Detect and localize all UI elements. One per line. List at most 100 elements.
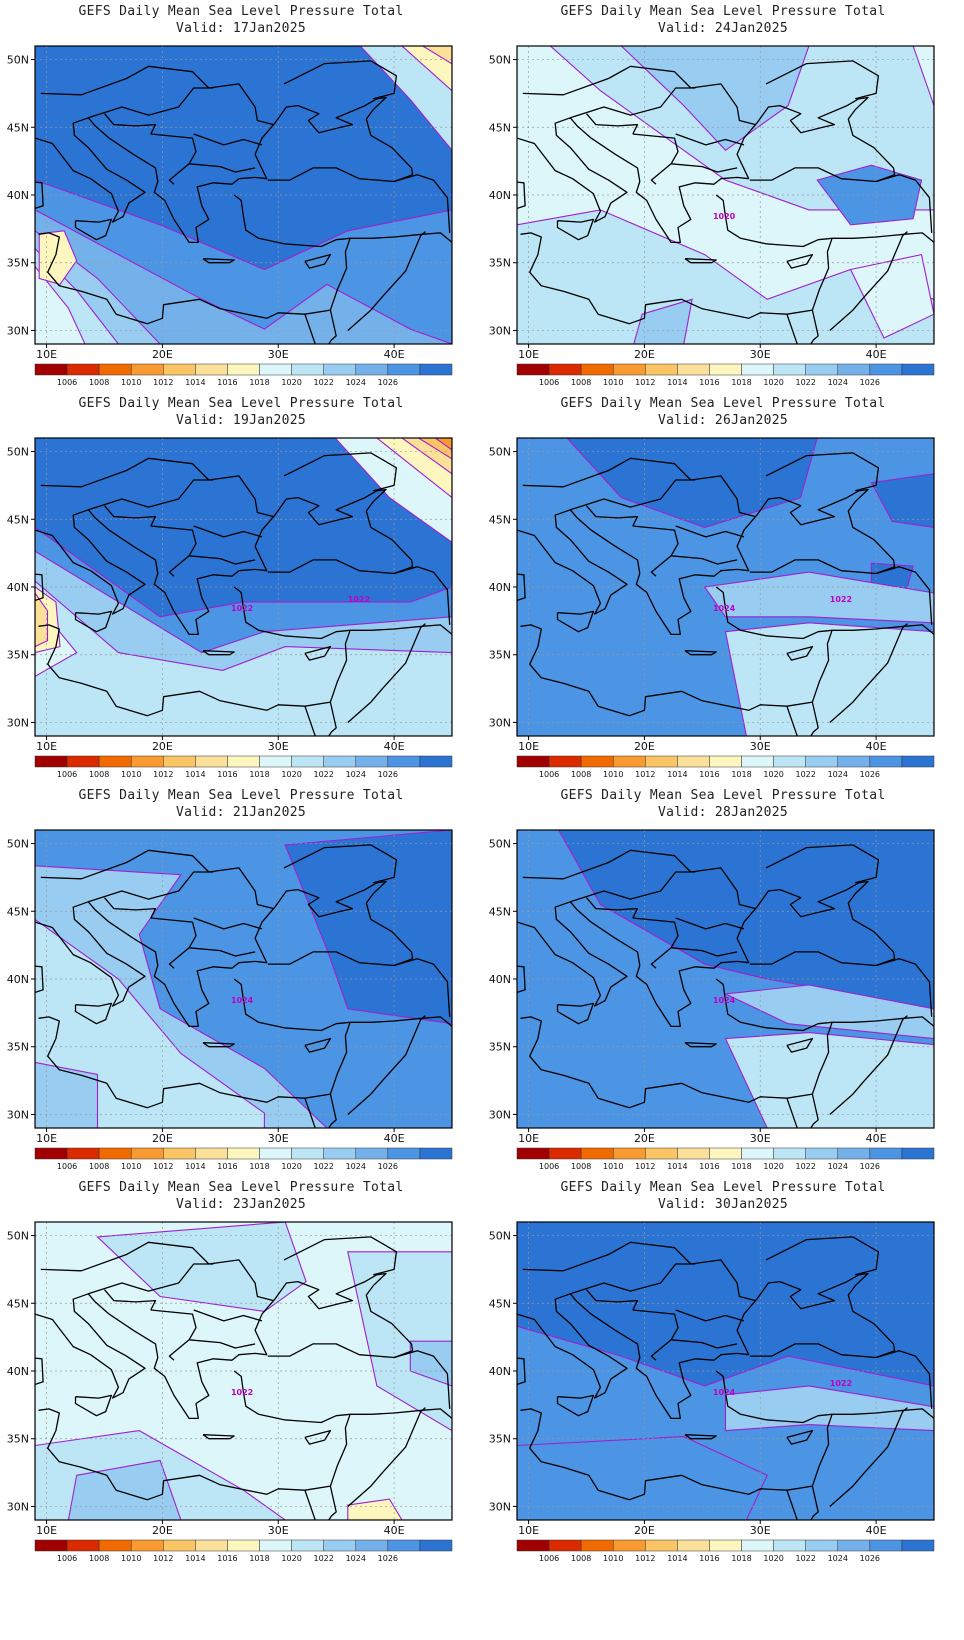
pressure-band (724, 622, 934, 736)
lat-tick-label: 50N (7, 446, 29, 459)
coastline (786, 1485, 819, 1520)
contour-label: 1020 (713, 212, 736, 221)
lon-tick-label: 30E (750, 740, 771, 753)
pressure-band (633, 298, 693, 344)
panel-title: GEFS Daily Mean Sea Level Pressure Total (560, 4, 886, 19)
colorbar-label: 1022 (314, 378, 334, 387)
pressure-band (284, 830, 452, 1025)
lon-tick-label: 40E (866, 740, 887, 753)
colorbar-label: 1022 (796, 1162, 816, 1171)
lon-tick-label: 30E (268, 740, 289, 753)
coastline (350, 1408, 452, 1419)
colorbar-label: 1026 (860, 378, 880, 387)
colorbar-swatch (34, 1147, 68, 1160)
colorbar-label: 1016 (217, 770, 237, 779)
coastline (520, 586, 833, 717)
colorbar-label: 1024 (346, 1554, 366, 1563)
colorbar-label: 1020 (763, 1162, 783, 1171)
pressure-band (849, 253, 934, 339)
coastline (202, 650, 235, 656)
colorbar-label: 1020 (281, 770, 301, 779)
colorbar-swatch (259, 1147, 292, 1160)
lon-tick-label: 30E (268, 1132, 289, 1145)
colorbar-label: 1020 (763, 378, 783, 387)
colorbar-label: 1014 (667, 378, 687, 387)
colorbar-swatch (130, 1539, 164, 1552)
colorbar-label: 1020 (281, 378, 301, 387)
lat-tick-label: 40N (489, 189, 511, 202)
coastline (40, 65, 274, 126)
lon-tick-label: 20E (152, 740, 173, 753)
colorbar-label: 1018 (249, 1162, 269, 1171)
colorbar-swatch (163, 755, 196, 768)
coastline (586, 897, 639, 919)
panel-title: GEFS Daily Mean Sea Level Pressure Total (560, 788, 886, 803)
colorbar-label: 1018 (249, 770, 269, 779)
coastline (304, 309, 337, 344)
map-panel: GEFS Daily Mean Sea Level Pressure Total… (0, 1176, 482, 1586)
coastline (556, 1394, 595, 1417)
colorbar-swatch (709, 1539, 742, 1552)
pressure-band (723, 984, 934, 1040)
colorbar-swatch (66, 1539, 100, 1552)
coastline (74, 610, 113, 633)
coastline (88, 479, 214, 511)
colorbar-swatch (580, 755, 614, 768)
lon-tick-label: 20E (634, 1524, 655, 1537)
coastline (675, 133, 745, 146)
lat-tick-label: 40N (489, 581, 511, 594)
pressure-band (517, 1222, 934, 1387)
coastline (632, 525, 679, 577)
coastline (765, 452, 880, 492)
coastline (765, 844, 880, 884)
lat-tick-label: 30N (7, 324, 29, 337)
coastline (393, 958, 451, 1017)
coastline (347, 231, 426, 331)
colorbar-swatch (419, 1539, 453, 1552)
panel-valid-date: Valid: 28Jan2025 (657, 805, 789, 820)
coastline (304, 1093, 337, 1128)
coastline (74, 1002, 113, 1025)
lon-tick-label: 20E (634, 1132, 655, 1145)
coastline (517, 1272, 896, 1420)
colorbar-swatch (741, 1539, 774, 1552)
colorbar-swatch (291, 755, 324, 768)
map-panel: GEFS Daily Mean Sea Level Pressure Total… (0, 392, 482, 802)
contour-label: 1024 (231, 996, 254, 1005)
lon-tick-label: 20E (634, 348, 655, 361)
colorbar-label: 1018 (731, 1162, 751, 1171)
lon-tick-label: 30E (750, 1132, 771, 1145)
coastline (283, 452, 398, 492)
colorbar-swatch (291, 1147, 324, 1160)
panel-title: GEFS Daily Mean Sea Level Pressure Total (78, 396, 404, 411)
coastline (671, 555, 738, 565)
contour-label: 1024 (713, 996, 736, 1005)
coastline (74, 1394, 113, 1417)
colorbar-swatch (195, 363, 228, 376)
coastline (104, 113, 157, 135)
colorbar-label: 1016 (217, 1554, 237, 1563)
pressure-band (620, 46, 810, 152)
lat-tick-label: 35N (489, 649, 511, 662)
contour-label: 1022 (830, 1379, 852, 1388)
colorbar-label: 1012 (153, 1554, 173, 1563)
colorbar-label: 1026 (378, 1554, 398, 1563)
colorbar-label: 1022 (796, 378, 816, 387)
colorbar-label: 1006 (57, 378, 77, 387)
pressure-band (724, 1032, 934, 1128)
coastline (193, 133, 263, 146)
coastline (104, 1289, 157, 1311)
coastline (347, 1015, 426, 1115)
coastline (150, 1309, 197, 1361)
colorbar-label: 1010 (603, 1162, 623, 1171)
coastline (517, 880, 896, 1028)
lon-tick-label: 40E (384, 1132, 405, 1145)
lat-tick-label: 30N (7, 1500, 29, 1513)
pressure-band (870, 473, 934, 528)
colorbar-swatch (355, 363, 389, 376)
colorbar-swatch (355, 755, 389, 768)
coastline (35, 965, 44, 994)
coastline (517, 573, 526, 602)
pressure-band (359, 46, 452, 152)
colorbar-label: 1010 (121, 770, 141, 779)
